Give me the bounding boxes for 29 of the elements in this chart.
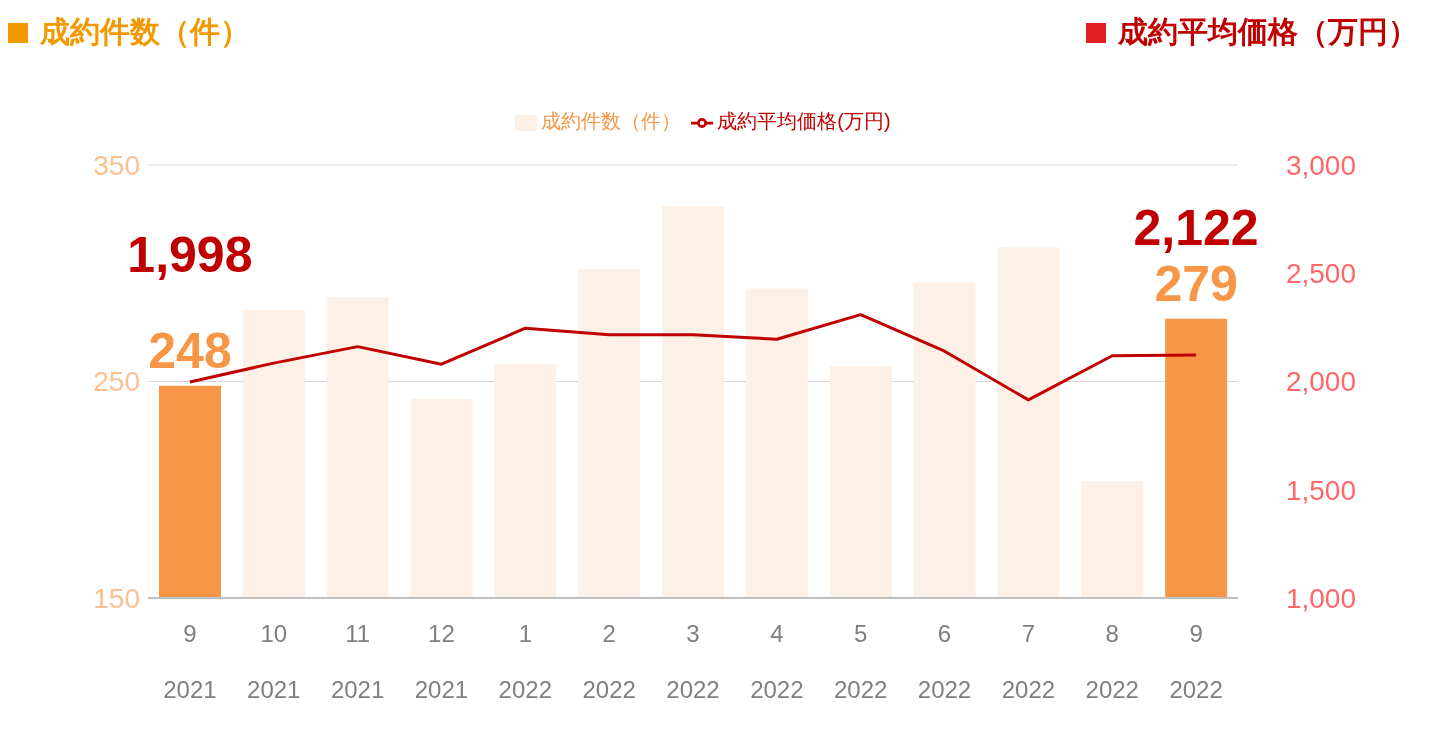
category-label: 4 2022 xyxy=(750,620,804,703)
category-label: 5 2022 xyxy=(834,620,888,703)
y2-tick-label: 1,500 xyxy=(1285,474,1356,506)
y2-axis-title: 成約平均価格（万円） xyxy=(1118,14,1418,50)
category-label: 9 2021 xyxy=(163,620,217,703)
y2-tick-label: 1,000 xyxy=(1285,582,1356,614)
category-label: 7 2022 xyxy=(1001,620,1056,703)
y2-tick-label: 2,500 xyxy=(1285,258,1356,290)
category-label: 8 2022 xyxy=(1085,620,1139,703)
category-label: 9 2022 xyxy=(1169,620,1223,703)
data-label: 279 xyxy=(1154,255,1238,312)
category-label: 11 2021 xyxy=(330,620,385,703)
category-label: 10 2021 xyxy=(247,620,301,703)
category-label: 1 2022 xyxy=(498,620,552,703)
legend-label: 成約平均価格(万円) xyxy=(717,110,891,132)
y2-tick-label: 2,000 xyxy=(1285,366,1356,398)
data-label: 2,122 xyxy=(1133,200,1259,257)
y-axis-title: 成約件数（件） xyxy=(40,14,250,50)
category-label: 2 2022 xyxy=(582,620,636,703)
category-label: 6 2022 xyxy=(917,620,972,703)
data-label: 1,998 xyxy=(127,226,253,283)
data-label: 248 xyxy=(148,322,232,379)
category-label: 12 2021 xyxy=(414,620,469,703)
y-tick-label: 250 xyxy=(93,366,140,398)
y2-tick-label: 3,000 xyxy=(1285,149,1356,181)
category-label: 3 2022 xyxy=(666,620,720,703)
y-tick-label: 350 xyxy=(93,149,140,181)
y-tick-label: 150 xyxy=(93,582,140,614)
legend-label: 成約件数（件） xyxy=(541,110,682,132)
